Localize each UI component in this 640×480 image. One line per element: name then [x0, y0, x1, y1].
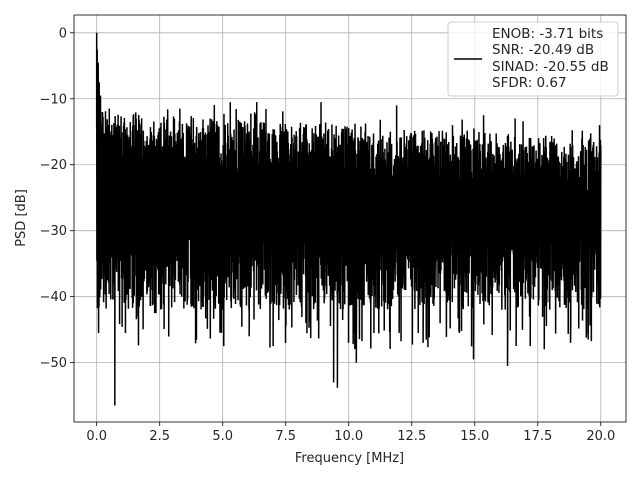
y-tick-label: 0	[59, 26, 67, 41]
x-axis-ticks: 0.0 2.5 5.0 7.5 10.0 12.5 15.0 17.5 20.0	[86, 422, 615, 444]
plot-area	[95, 32, 602, 406]
axes-frame	[73, 14, 627, 423]
x-tick-label: 20.0	[586, 429, 615, 444]
legend-sfdr: SFDR: 0.67	[492, 75, 567, 91]
y-tick-label: −20	[40, 158, 67, 173]
x-tick-label: 10.0	[334, 429, 363, 444]
y-axis-label: PSD [dB]	[14, 189, 29, 247]
y-tick-label: −10	[40, 92, 67, 107]
x-tick-label: 15.0	[460, 429, 489, 444]
x-tick-label: 2.5	[149, 429, 170, 444]
legend-sinad: SINAD: -20.55 dB	[492, 59, 609, 75]
x-tick-label: 0.0	[86, 429, 107, 444]
x-tick-label: 7.5	[275, 429, 296, 444]
x-axis-label: Frequency [MHz]	[295, 451, 404, 466]
y-tick-label: −40	[40, 290, 67, 305]
x-tick-label: 17.5	[523, 429, 552, 444]
y-axis-ticks: 0 −10 −20 −30 −40 −50	[40, 26, 74, 371]
legend-snr: SNR: -20.49 dB	[492, 42, 594, 58]
legend: ENOB: -3.71 bits SNR: -20.49 dB SINAD: -…	[447, 21, 619, 97]
x-tick-label: 12.5	[397, 429, 426, 444]
legend-box	[447, 21, 619, 97]
legend-enob: ENOB: -3.71 bits	[492, 26, 603, 42]
y-tick-label: −30	[40, 224, 67, 239]
x-tick-label: 5.0	[212, 429, 233, 444]
y-tick-label: −50	[40, 356, 67, 371]
psd-series-line	[95, 32, 602, 406]
